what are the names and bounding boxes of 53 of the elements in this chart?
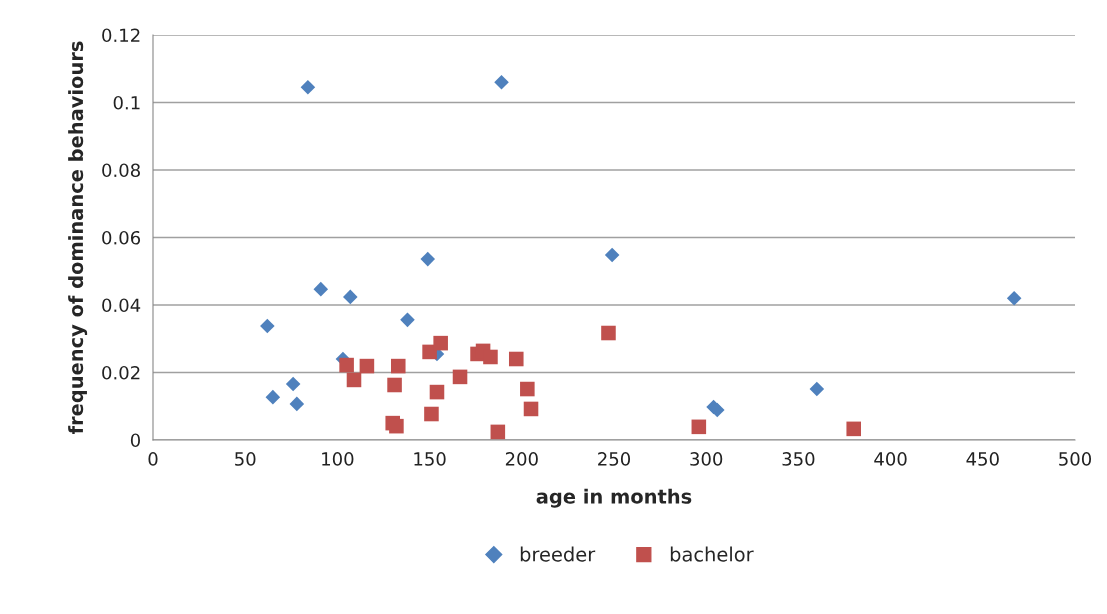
point bbox=[809, 381, 825, 397]
x-tick-label: 450 bbox=[966, 452, 999, 466]
x-tick-label: 50 bbox=[235, 452, 256, 466]
point bbox=[359, 358, 375, 374]
y-tick-label: 0.04 bbox=[102, 298, 141, 313]
x-tick-label: 100 bbox=[322, 452, 354, 466]
point bbox=[452, 369, 468, 385]
x-tick-label: 250 bbox=[598, 452, 631, 466]
point bbox=[400, 312, 415, 328]
y-tick-label: 0.12 bbox=[102, 28, 140, 43]
legend-label: breeder bbox=[520, 546, 596, 562]
point bbox=[300, 80, 316, 95]
point bbox=[520, 381, 535, 397]
point bbox=[429, 384, 445, 400]
x-tick-label: 400 bbox=[874, 452, 907, 466]
point bbox=[523, 401, 539, 417]
y-tick-label: 0.02 bbox=[102, 365, 140, 380]
point bbox=[339, 357, 354, 373]
y-axis-title: frequency of dominance behaviours bbox=[68, 41, 88, 435]
x-tick-label: 350 bbox=[782, 452, 815, 466]
point bbox=[604, 247, 620, 263]
y-tick-label: 0 bbox=[130, 433, 140, 448]
point bbox=[389, 418, 404, 434]
point bbox=[433, 335, 448, 351]
point bbox=[508, 351, 524, 367]
point bbox=[691, 419, 707, 435]
x-axis-title: age in months bbox=[536, 488, 692, 508]
x-tick-label: 0 bbox=[148, 452, 158, 466]
point bbox=[424, 406, 439, 422]
point bbox=[390, 358, 406, 374]
point bbox=[289, 396, 305, 412]
point bbox=[601, 325, 616, 341]
point bbox=[285, 376, 301, 392]
point bbox=[346, 372, 362, 388]
x-tick-label: 300 bbox=[690, 452, 723, 466]
x-tick-label: 500 bbox=[1059, 452, 1092, 466]
x-tick-label: 150 bbox=[414, 452, 446, 466]
point bbox=[313, 281, 329, 297]
point bbox=[260, 318, 275, 334]
point bbox=[343, 289, 358, 305]
y-tick-label: 0.06 bbox=[102, 230, 141, 245]
point bbox=[265, 389, 281, 405]
point bbox=[490, 424, 506, 440]
point bbox=[420, 251, 436, 267]
legend-label: bachelor bbox=[670, 546, 754, 562]
point bbox=[1006, 290, 1022, 306]
y-tick-label: 0.08 bbox=[102, 163, 140, 178]
x-tick-label: 200 bbox=[505, 452, 538, 466]
point bbox=[494, 74, 509, 90]
point bbox=[846, 421, 861, 437]
point bbox=[387, 377, 402, 393]
y-tick-label: 0.1 bbox=[113, 95, 140, 110]
point bbox=[483, 349, 498, 365]
